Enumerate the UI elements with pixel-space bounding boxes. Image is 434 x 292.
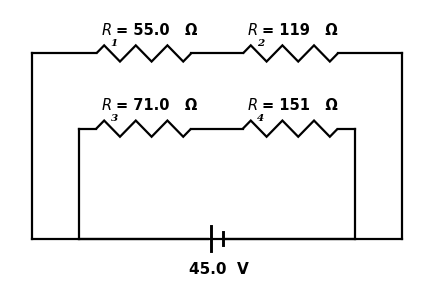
Text: 4: 4 [257,114,264,123]
Text: 2: 2 [257,39,264,48]
Text: $\mathit{R}$: $\mathit{R}$ [101,22,112,38]
Text: = 55.0   Ω: = 55.0 Ω [116,22,197,38]
Text: 3: 3 [111,114,118,123]
Text: = 151   Ω: = 151 Ω [262,98,338,113]
Text: $\mathit{R}$: $\mathit{R}$ [247,97,258,113]
Text: = 71.0   Ω: = 71.0 Ω [116,98,197,113]
Text: $\mathit{R}$: $\mathit{R}$ [247,22,258,38]
Text: $\mathit{R}$: $\mathit{R}$ [101,97,112,113]
Text: 1: 1 [111,39,118,48]
Text: = 119   Ω: = 119 Ω [262,22,338,38]
Text: 45.0  V: 45.0 V [189,262,249,277]
